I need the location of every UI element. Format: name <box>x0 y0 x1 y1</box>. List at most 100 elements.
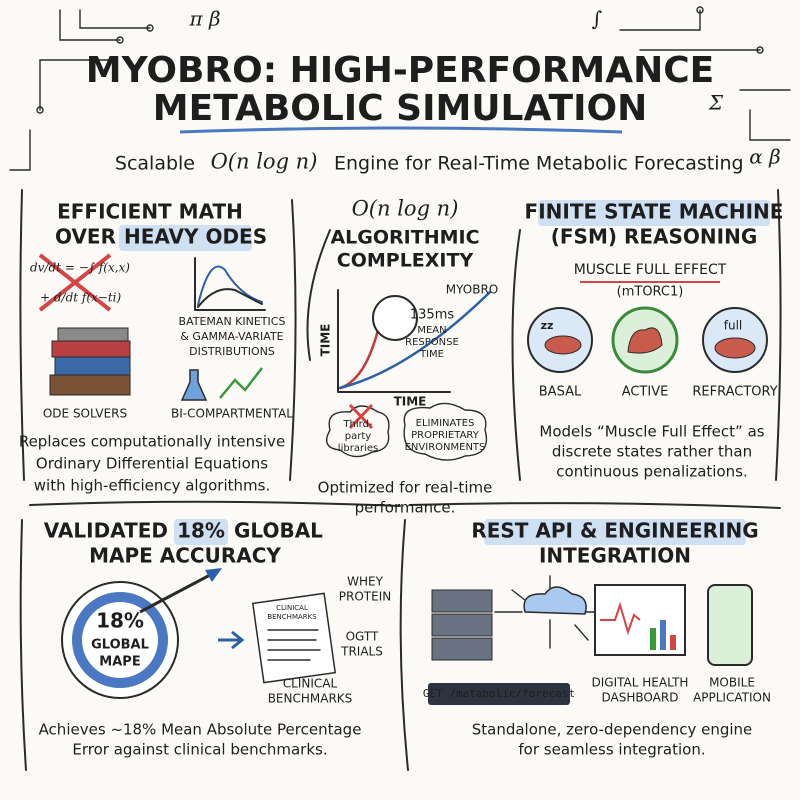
rack <box>431 589 493 613</box>
border <box>775 189 782 481</box>
label: OGTT <box>346 630 379 644</box>
circuit-lines <box>9 9 151 171</box>
state-label: ACTIVE <box>622 385 669 400</box>
label: RESPONSE <box>405 337 459 348</box>
dart-tail <box>205 568 222 582</box>
bar-icon <box>670 635 676 650</box>
panel-title: REST API & ENGINEERING <box>471 519 758 543</box>
description: Ordinary Differential Equations <box>36 455 268 473</box>
arrow <box>218 630 245 650</box>
endpoint: GET /metabolic/forecast <box>423 687 575 700</box>
label: ODE SOLVERS <box>43 407 127 421</box>
label: & GAMMA-VARIATE <box>180 330 283 343</box>
label: APPLICATION <box>693 691 771 705</box>
label: 135ms <box>410 308 454 323</box>
circuit-node <box>756 46 764 54</box>
cloud-text: Third- <box>342 419 373 430</box>
panel-title: VALIDATED <box>44 519 168 543</box>
label: BATEMAN KINETICS <box>179 315 286 328</box>
dart <box>139 573 211 614</box>
muscle <box>544 335 582 355</box>
border <box>511 229 521 481</box>
description: continuous penalizations. <box>556 463 747 481</box>
decor <box>494 575 596 649</box>
target-text: 18% <box>96 609 144 633</box>
label: CLINICAL <box>283 677 338 691</box>
target <box>61 581 179 699</box>
cross-out <box>348 403 374 430</box>
panel-title: FINITE STATE MACHINE <box>525 200 784 224</box>
title: MYOBRO: HIGH-PERFORMANCE <box>86 50 715 91</box>
book <box>49 374 131 396</box>
border <box>399 519 409 771</box>
endpoint-box <box>428 683 570 705</box>
flask <box>180 369 208 401</box>
complexity-chart <box>337 289 492 393</box>
rack <box>431 613 493 637</box>
cloud <box>326 405 390 458</box>
bar-icon <box>660 620 666 650</box>
panel-title: GLOBAL <box>234 519 323 543</box>
panel-title: OVER <box>55 225 116 249</box>
book <box>54 356 131 376</box>
document-text: BENCHMARKS <box>267 613 317 621</box>
phone <box>707 584 753 666</box>
highlight <box>538 200 770 226</box>
description: Achieves ~18% Mean Absolute Percentage <box>39 721 362 739</box>
highlight <box>484 519 746 545</box>
cloud-text: ENVIRONMENTS <box>405 442 486 453</box>
subtitle: Engine for Real-Time Metabolic Forecasti… <box>334 153 744 175</box>
target-text: MAPE <box>99 655 140 670</box>
title-underline <box>179 126 623 134</box>
panel-title: INTEGRATION <box>539 544 691 568</box>
series-label: MYOBRO <box>446 283 499 297</box>
label: DISTRIBUTIONS <box>189 345 275 358</box>
panel-title: EFFICIENT MATH <box>57 200 243 224</box>
equation: + d/dt f(x−ti) <box>40 291 122 305</box>
bar-icon <box>650 628 656 650</box>
pulse <box>600 601 641 636</box>
description: performance. <box>355 499 456 517</box>
myobro-curve <box>338 290 492 390</box>
description: Standalone, zero-dependency engine <box>472 721 753 739</box>
cloud-text: libraries <box>338 443 378 454</box>
panel-title: COMPLEXITY <box>337 250 474 272</box>
panel-borders <box>19 189 782 771</box>
axes <box>194 257 266 311</box>
decor <box>267 629 321 661</box>
label: DIGITAL HEALTH <box>592 676 689 690</box>
description: discrete states rather than <box>552 443 752 461</box>
description: Error against clinical benchmarks. <box>72 741 327 759</box>
symbol: α β <box>749 145 780 169</box>
border <box>19 189 25 481</box>
circuit-node <box>36 106 44 114</box>
server <box>431 589 493 661</box>
state-label: REFRACTORY <box>692 385 777 400</box>
cloud-text: party <box>345 431 372 442</box>
border <box>289 199 297 481</box>
label: BI-COMPARTMENTAL <box>171 407 293 421</box>
math: O(n log n) <box>352 197 459 221</box>
gamma-plot <box>194 257 266 311</box>
book <box>57 327 129 342</box>
cloud-text: PROPRIETARY <box>411 430 480 441</box>
panel-title: MAPE ACCURACY <box>89 544 281 568</box>
border <box>29 500 401 507</box>
label: MUSCLE FULL EFFECT <box>574 262 727 278</box>
cloud-text: ELIMINATES <box>416 418 475 429</box>
title: METABOLIC SIMULATION <box>153 88 647 129</box>
cross-out <box>38 253 112 312</box>
circuit-lines <box>619 9 791 141</box>
description: Optimized for real-time <box>318 479 493 497</box>
icon-text: full <box>724 319 743 333</box>
panel-title: HEAVY ODES <box>124 225 267 249</box>
symbol: π β <box>188 7 220 31</box>
symbol: Σ <box>708 91 724 115</box>
label: TIME <box>419 349 444 360</box>
circuit-node <box>146 24 154 32</box>
label: BENCHMARKS <box>268 692 353 706</box>
highlight <box>174 519 228 545</box>
muscle <box>714 337 756 359</box>
